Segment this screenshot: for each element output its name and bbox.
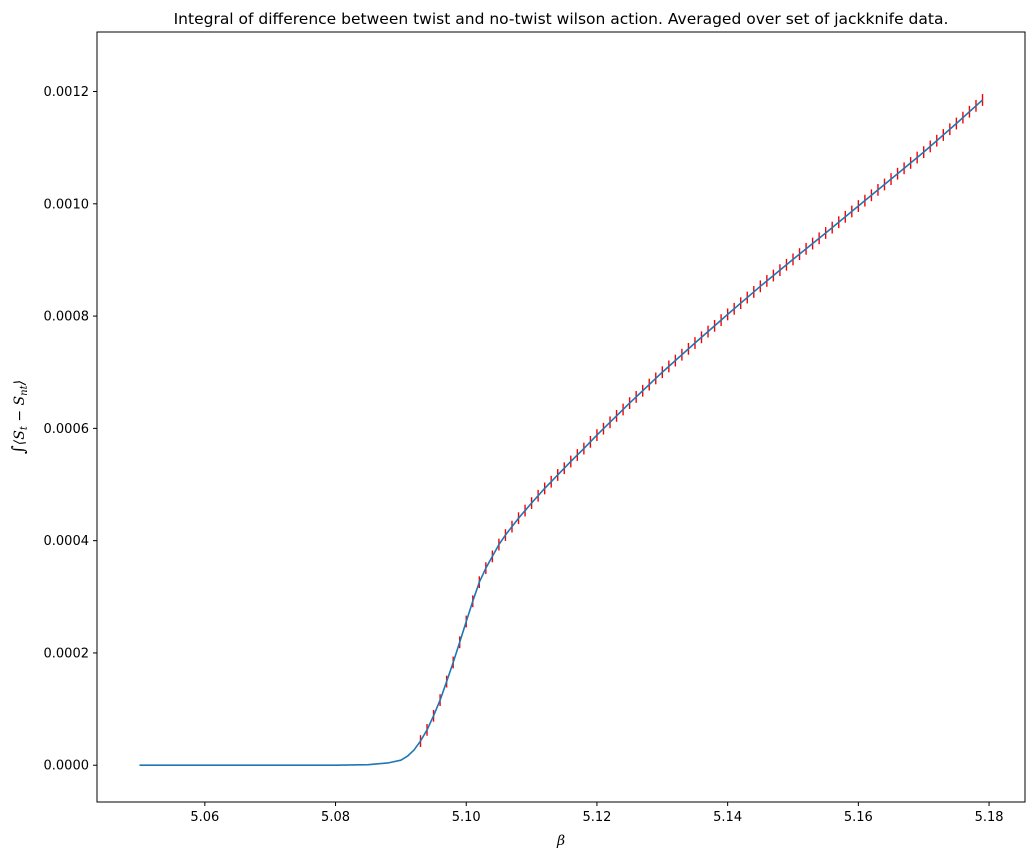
y-tick-label: 0.0010	[44, 197, 90, 212]
y-label-integral: ∫	[9, 445, 29, 454]
x-axis-label: β	[556, 833, 565, 849]
y-label-mid: − S	[12, 396, 28, 426]
y-label-open: ⟨S	[12, 430, 28, 445]
y-tick-label: 0.0002	[44, 646, 90, 661]
y-label-close: ⟩	[12, 380, 28, 386]
x-tick-label: 5.10	[452, 810, 481, 825]
y-axis-label: ∫⟨St − Snt⟩	[9, 380, 30, 454]
chart-title: Integral of difference between twist and…	[174, 10, 949, 28]
x-tick-label: 5.16	[844, 810, 873, 825]
y-tick-label: 0.0012	[44, 85, 90, 100]
x-tick-label: 5.18	[975, 810, 1004, 825]
x-tick-label: 5.14	[713, 810, 742, 825]
x-tick-label: 5.06	[190, 810, 219, 825]
y-tick-label: 0.0006	[44, 422, 90, 437]
y-label-sub1: t	[19, 425, 30, 430]
axes-frame	[96, 31, 1026, 803]
x-tick-label: 5.12	[582, 810, 611, 825]
plot-area	[139, 94, 984, 767]
x-tick-label: 5.08	[321, 810, 350, 825]
series-line	[139, 99, 984, 767]
y-tick-label: 0.0004	[44, 534, 90, 549]
y-tick-label: 0.0000	[44, 759, 90, 774]
y-label-sub2: nt	[19, 384, 30, 395]
y-tick-label: 0.0008	[44, 310, 90, 325]
axis-ticks: 5.06 5.08 5.10 5.12 5.14 5.16 5.18 0.0000 0.0002…	[44, 85, 1004, 825]
